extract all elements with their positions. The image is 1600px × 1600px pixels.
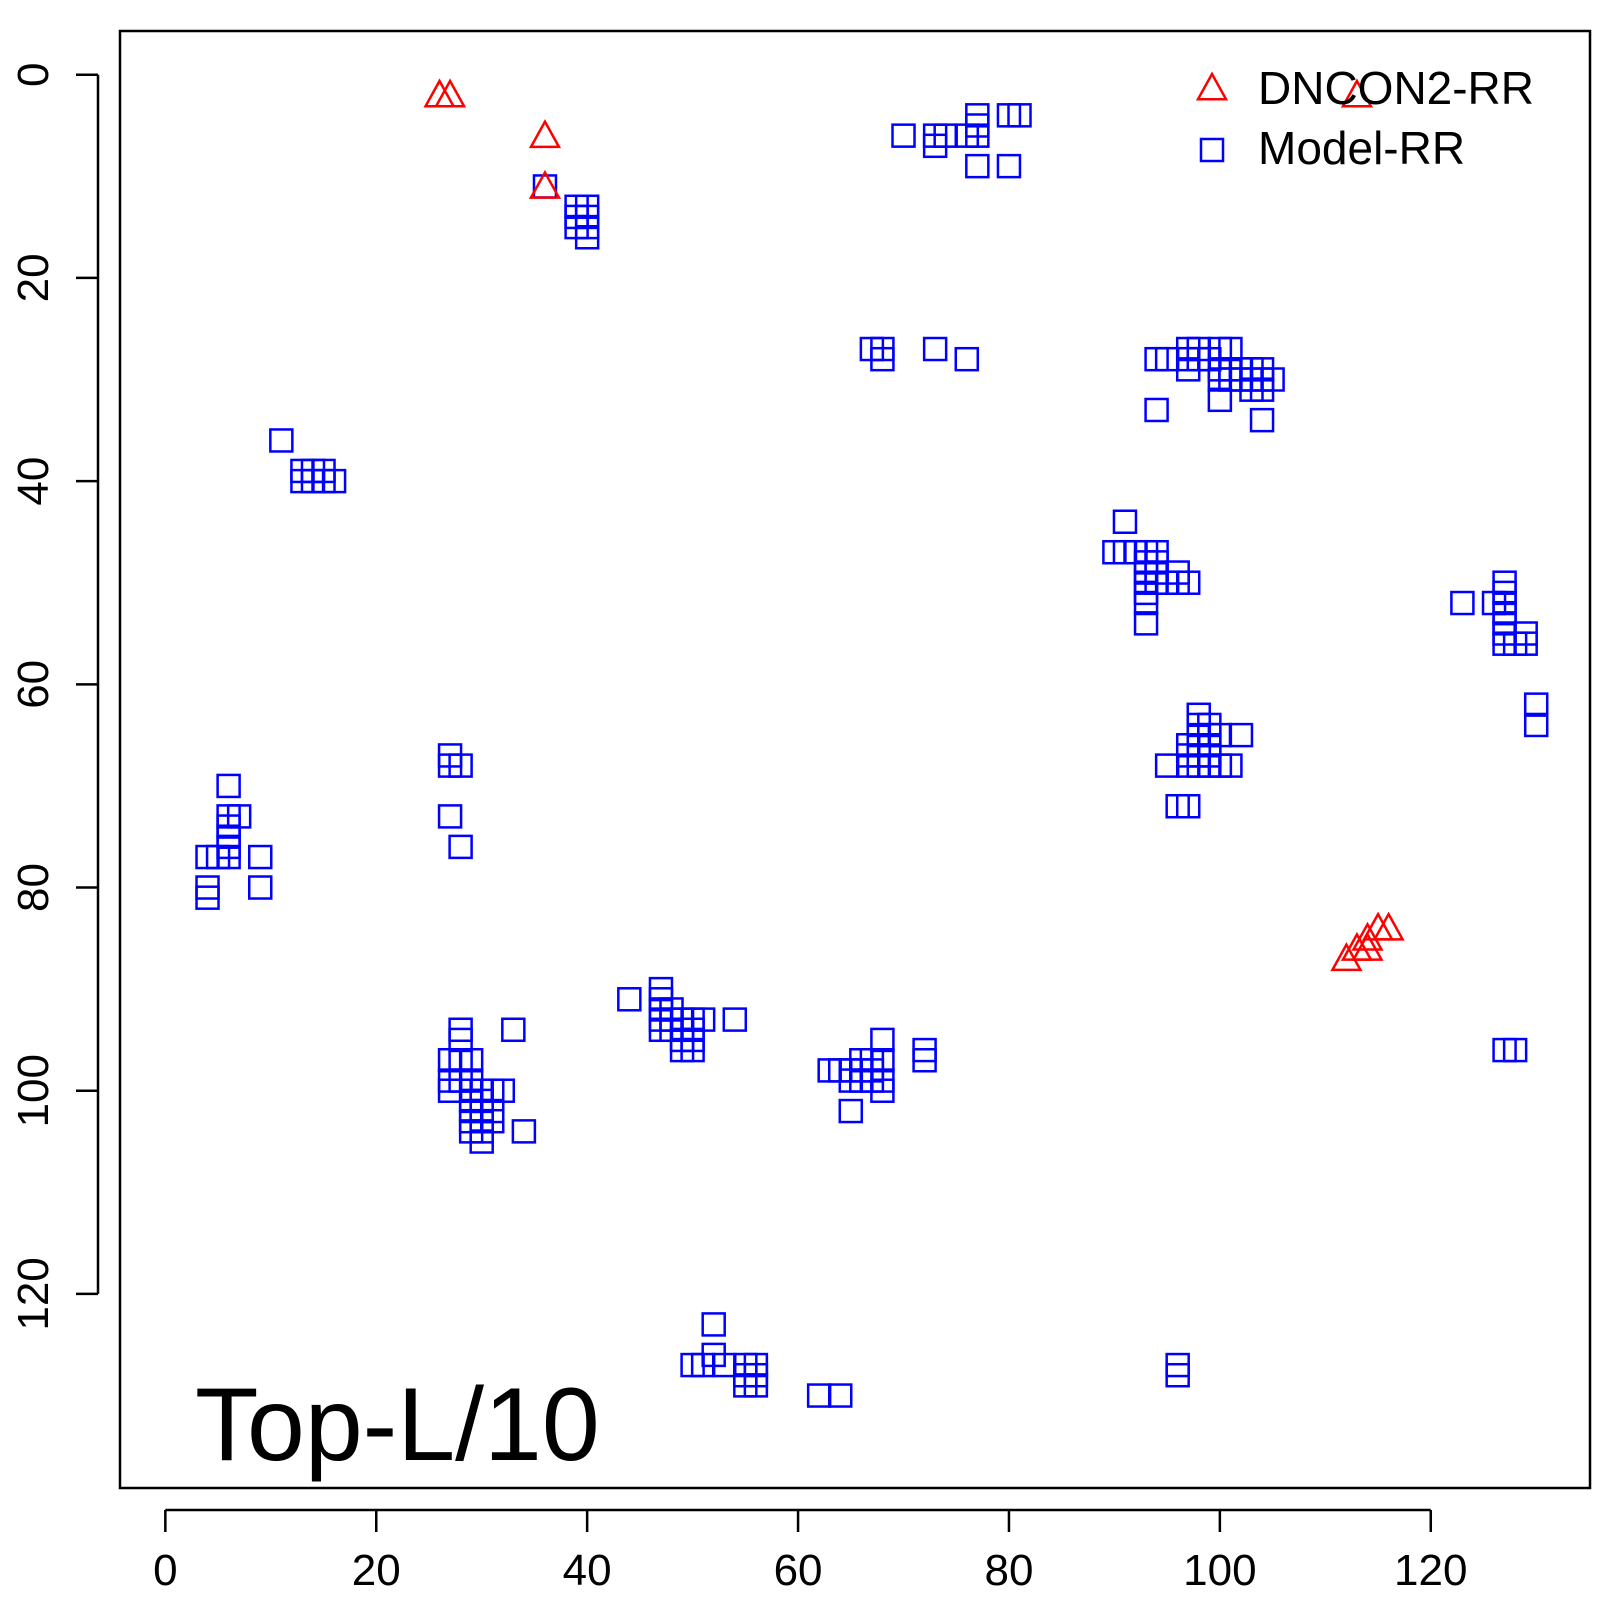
- model-rr-point: [922, 336, 948, 362]
- model-rr-point: [216, 773, 241, 799]
- model-rr-point: [469, 1129, 494, 1154]
- legend-label: Model-RR: [1258, 122, 1465, 174]
- dncon2-rr-points: [423, 78, 1405, 972]
- model-rr-point: [1154, 753, 1180, 778]
- dncon2-rr-point: [1372, 911, 1405, 941]
- model-rr-point: [1523, 692, 1549, 717]
- model-rr-point: [1249, 407, 1275, 433]
- model-rr-point: [321, 468, 347, 494]
- model-rr-point: [501, 1017, 526, 1043]
- model-rr-point: [1513, 631, 1538, 656]
- dncon2-rr-point: [1351, 931, 1384, 961]
- model-rr-point: [870, 1027, 895, 1053]
- x-tick-label: 120: [1394, 1546, 1467, 1595]
- x-tick-label: 80: [984, 1546, 1033, 1595]
- model-rr-point: [1502, 1037, 1528, 1063]
- dncon2-rr-point: [1330, 942, 1363, 972]
- model-rr-point: [1165, 1362, 1190, 1388]
- plot-frame: [118, 29, 1592, 1490]
- model-rr-point: [437, 804, 463, 829]
- dncon2-rr-point: [528, 119, 562, 149]
- model-rr-point: [965, 113, 990, 138]
- model-rr-point: [891, 123, 916, 148]
- x-tick-label: 20: [352, 1546, 401, 1595]
- model-rr-point: [574, 225, 600, 250]
- model-rr-point: [912, 1047, 937, 1073]
- y-tick-label: 80: [9, 863, 58, 912]
- x-axis: 0 20 40 60 80 100 120: [153, 1508, 1467, 1595]
- model-rr-point: [954, 346, 980, 372]
- x-tick-label: 60: [774, 1546, 823, 1595]
- dncon2-rr-point: [1340, 78, 1374, 108]
- legend-label: DNCON2-RR: [1258, 62, 1534, 114]
- model-rr-point: [1133, 590, 1159, 616]
- x-tick-label: 100: [1183, 1546, 1256, 1595]
- model-rr-point: [1175, 570, 1201, 595]
- model-rr-point: [1144, 397, 1169, 423]
- model-rr-point: [448, 834, 473, 860]
- dncon2-rr-point: [433, 78, 467, 108]
- model-rr-point: [922, 133, 948, 159]
- model-rr-point: [1523, 712, 1549, 738]
- model-rr-point: [1450, 590, 1475, 616]
- model-rr-points: [195, 103, 1549, 1408]
- y-tick-label: 100: [9, 1054, 58, 1127]
- model-rr-point: [1175, 357, 1201, 382]
- model-rr-point: [680, 1037, 705, 1063]
- model-rr-point: [1249, 377, 1275, 402]
- y-tick-label: 0: [9, 62, 58, 86]
- model-rr-point: [1112, 509, 1138, 534]
- model-rr-point: [195, 885, 220, 910]
- model-rr-point: [743, 1373, 769, 1398]
- model-rr-point: [617, 987, 642, 1012]
- y-tick-label: 40: [9, 457, 58, 506]
- model-rr-point: [269, 428, 294, 453]
- model-rr-point: [722, 1007, 748, 1032]
- model-rr-point: [1207, 387, 1233, 413]
- model-rr-point: [205, 844, 231, 870]
- model-rr-point: [1175, 793, 1201, 819]
- model-rr-point: [1228, 722, 1254, 748]
- dncon2-rr-point: [528, 169, 562, 199]
- legend-square-icon: [1199, 137, 1225, 163]
- y-tick-label: 60: [9, 660, 58, 709]
- model-rr-point: [1133, 611, 1159, 636]
- model-rr-point: [996, 153, 1022, 179]
- model-rr-point: [870, 346, 895, 372]
- model-rr-point: [838, 1098, 864, 1124]
- model-rr-point: [1218, 753, 1243, 778]
- x-tick-label: 0: [153, 1546, 177, 1595]
- model-rr-point: [437, 753, 463, 778]
- y-tick-label: 20: [9, 253, 58, 302]
- model-rr-point: [870, 1078, 895, 1103]
- model-rr-point: [248, 844, 273, 870]
- model-rr-point: [806, 1383, 832, 1408]
- model-rr-point: [701, 1312, 726, 1337]
- x-tick-label: 40: [563, 1546, 612, 1595]
- annotation-label: Top-L/10: [195, 1367, 600, 1483]
- model-rr-point: [827, 1383, 853, 1408]
- dncon2-rr-point: [1351, 921, 1384, 951]
- model-rr-point: [511, 1119, 537, 1144]
- model-rr-point: [1007, 103, 1032, 128]
- y-axis: 0 20 40 60 80 100 120: [9, 62, 100, 1331]
- legend: DNCON2-RR Model-RR: [1195, 62, 1534, 174]
- y-tick-label: 120: [9, 1257, 58, 1330]
- legend-triangle-icon: [1195, 71, 1229, 101]
- model-rr-point: [248, 875, 273, 900]
- model-rr-point: [965, 153, 990, 179]
